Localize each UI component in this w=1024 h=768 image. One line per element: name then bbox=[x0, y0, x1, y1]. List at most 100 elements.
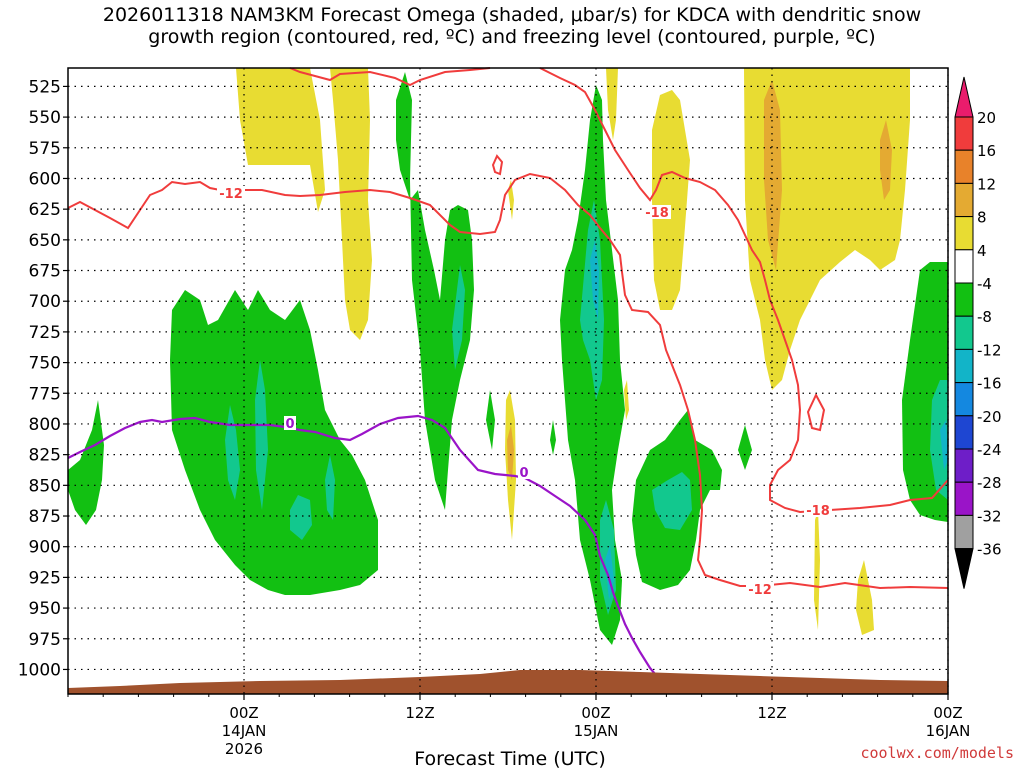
omega-region-teal bbox=[255, 360, 268, 510]
y-tick-label: 525 bbox=[29, 77, 61, 97]
omega-region-cyan bbox=[940, 420, 948, 470]
contour-label: -12 bbox=[748, 583, 772, 598]
omega-region-yellow bbox=[652, 90, 690, 310]
x-tick-label: 12Z bbox=[405, 704, 434, 722]
contour-label-bg bbox=[804, 503, 832, 517]
omega-region-green bbox=[170, 290, 378, 595]
colorbar-segment bbox=[954, 448, 974, 483]
colorbar-label: -36 bbox=[977, 541, 1002, 559]
y-tick-label: 1000 bbox=[18, 660, 61, 680]
omega-shading bbox=[68, 68, 948, 645]
omega-region-teal bbox=[652, 472, 692, 530]
omega-region-teal bbox=[580, 200, 604, 400]
omega-region-teal bbox=[930, 380, 948, 500]
omega-region-yellow bbox=[814, 510, 820, 630]
contour-label-bg bbox=[643, 205, 671, 219]
omega-region-green bbox=[396, 72, 474, 510]
colorbar-segment bbox=[954, 415, 974, 450]
y-tick-label: 675 bbox=[29, 262, 61, 282]
x-tick-label: 00Z bbox=[933, 704, 962, 722]
dgz-contour-minus12 bbox=[67, 172, 949, 590]
colorbar-segment bbox=[954, 249, 974, 284]
x-tick-label: 2026 bbox=[225, 740, 263, 758]
colorbar-label: -32 bbox=[977, 507, 1002, 525]
colorbar-label: -12 bbox=[977, 341, 1002, 359]
omega-region-teal bbox=[225, 405, 240, 500]
omega-region-green bbox=[68, 400, 104, 525]
colorbar-segment bbox=[954, 315, 974, 350]
omega-region-yellow bbox=[744, 68, 910, 390]
colorbar-segment bbox=[954, 348, 974, 384]
colorbar-segment bbox=[954, 514, 974, 550]
x-tick-label: 12Z bbox=[757, 704, 786, 722]
colorbar-label: 12 bbox=[977, 175, 996, 193]
omega-region-teal bbox=[290, 495, 312, 540]
omega-region-yellow bbox=[856, 560, 874, 635]
x-tick-label: 14JAN bbox=[222, 722, 267, 740]
dgz-contour-minus18 bbox=[806, 392, 826, 432]
contour-labels: -12 -12 -18 -18 0 0 bbox=[217, 186, 832, 598]
y-tick-label: 975 bbox=[29, 630, 61, 650]
dgz-contour-minus18 bbox=[289, 67, 491, 87]
contour-label: -18 bbox=[645, 206, 669, 221]
omega-region-green bbox=[738, 425, 752, 470]
credit-text: coolwx.com/models bbox=[860, 744, 1014, 762]
y-tick-label: 875 bbox=[29, 507, 61, 527]
contour-label-bg bbox=[518, 465, 530, 479]
contour-label: 0 bbox=[519, 466, 528, 481]
contour-label-bg bbox=[746, 582, 774, 596]
omega-region-orange bbox=[880, 120, 892, 200]
contours bbox=[67, 67, 949, 681]
omega-region-yellow bbox=[236, 68, 325, 212]
colorbar-label: -4 bbox=[977, 275, 992, 293]
y-tick-label: 900 bbox=[29, 538, 61, 558]
colorbar-label: -24 bbox=[977, 441, 1002, 459]
y-tick-label: 925 bbox=[29, 568, 61, 588]
omega-region-teal bbox=[325, 455, 335, 520]
chart-title: 2026011318 NAM3KM Forecast Omega (shaded… bbox=[0, 4, 1024, 48]
colorbar-segment bbox=[954, 282, 974, 317]
x-tick-label: 00Z bbox=[229, 704, 258, 722]
contour-label-bg bbox=[217, 186, 245, 200]
omega-region-green bbox=[550, 420, 556, 455]
colorbar-segment bbox=[954, 481, 974, 516]
y-tick-label: 625 bbox=[29, 200, 61, 220]
omega-region-yellow bbox=[606, 68, 618, 140]
contour-label: 0 bbox=[285, 417, 294, 432]
colorbar-segment bbox=[954, 116, 974, 151]
axes: 525 550 575 600 625 650 675 700 725 750 775 800 825 8… bbox=[18, 67, 970, 758]
omega-region-yellow bbox=[624, 380, 629, 420]
contour-label: -18 bbox=[806, 504, 830, 519]
colorbar-segment bbox=[954, 216, 974, 251]
colorbar-bottom-arrow bbox=[954, 548, 974, 589]
colorbar-label: 8 bbox=[977, 209, 987, 227]
colorbar-label: -16 bbox=[977, 375, 1002, 393]
y-tick-label: 850 bbox=[29, 476, 61, 496]
y-tick-label: 600 bbox=[29, 169, 61, 189]
freezing-level-contour bbox=[67, 414, 661, 681]
dgz-contour-minus18 bbox=[539, 67, 949, 514]
y-tick-label: 950 bbox=[29, 599, 61, 619]
colorbar-label: -28 bbox=[977, 474, 1002, 492]
omega-region-cyan bbox=[590, 240, 599, 320]
y-tick-label: 550 bbox=[29, 108, 61, 128]
y-tick-label: 700 bbox=[29, 292, 61, 312]
colorbar-label: 20 bbox=[977, 109, 996, 127]
colorbar-label: -20 bbox=[977, 408, 1002, 426]
colorbar-label: 16 bbox=[977, 142, 996, 160]
omega-region-orange bbox=[507, 425, 514, 480]
colorbar-label: -8 bbox=[977, 308, 992, 326]
omega-region-orange bbox=[764, 80, 782, 270]
y-tick-label: 825 bbox=[29, 446, 61, 466]
colorbar-segment bbox=[954, 382, 974, 417]
y-tick-label: 800 bbox=[29, 415, 61, 435]
x-tick-label: 15JAN bbox=[574, 722, 619, 740]
colorbar: 20 16 12 8 4 -4 -8 -12 -16 -20 -24 -28 -32 -36 bbox=[954, 76, 1002, 589]
omega-region-green bbox=[486, 390, 495, 450]
colorbar-segment bbox=[954, 149, 974, 184]
omega-region-yellow bbox=[330, 68, 372, 340]
y-tick-label: 725 bbox=[29, 323, 61, 343]
x-tick-label: 00Z bbox=[581, 704, 610, 722]
y-tick-label: 575 bbox=[29, 139, 61, 159]
